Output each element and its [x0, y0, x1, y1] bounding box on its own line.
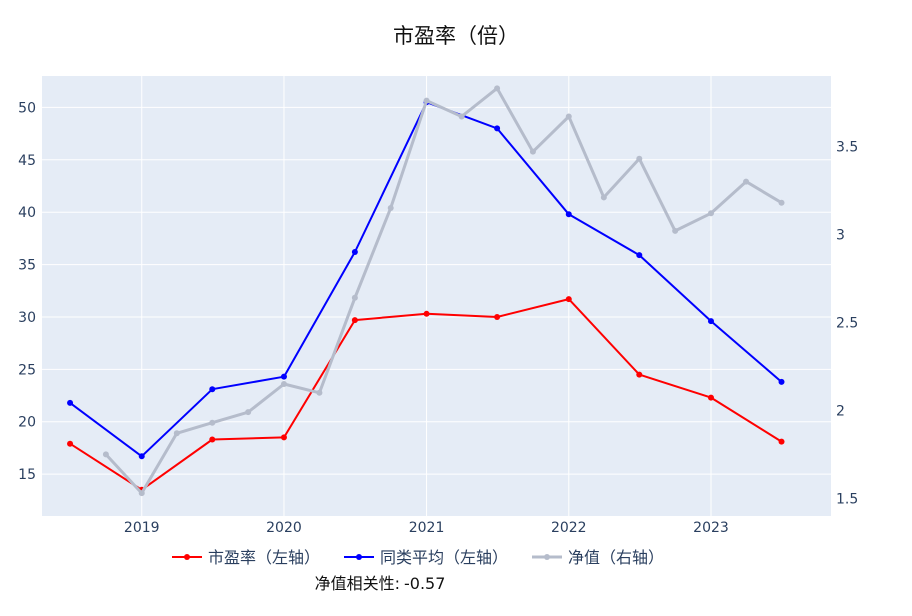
legend-swatch-marker [356, 554, 362, 560]
data-point [351, 317, 358, 324]
data-point [245, 409, 252, 416]
data-point [423, 97, 430, 104]
x-tick-label: 2023 [693, 520, 729, 536]
y-left-tick-label: 40 [18, 205, 36, 221]
data-point [458, 113, 465, 120]
series-2 [102, 85, 785, 497]
data-point [423, 310, 430, 317]
data-point [707, 318, 714, 325]
data-point [743, 178, 750, 185]
data-point [565, 113, 572, 120]
correlation-label: 净值相关性: [315, 574, 400, 593]
y-right-tick-label: 1.5 [836, 491, 858, 507]
data-point [280, 381, 287, 387]
data-point [351, 249, 358, 255]
data-point [316, 389, 323, 396]
y-right-tick-label: 3.5 [836, 139, 858, 155]
y-right-tick-label: 2.5 [836, 315, 858, 331]
data-point [138, 490, 145, 497]
data-point [494, 85, 501, 92]
data-point [778, 199, 785, 206]
data-point [707, 394, 714, 401]
data-point [138, 453, 145, 460]
legend-label: 同类平均（左轴） [380, 548, 508, 567]
x-tick-label: 2021 [409, 520, 445, 536]
x-tick-label: 2020 [266, 520, 302, 536]
data-point [209, 436, 216, 443]
data-point [280, 373, 287, 380]
data-point [209, 386, 216, 393]
data-point [672, 227, 679, 234]
y-left-tick-label: 45 [18, 153, 36, 169]
y-left-tick-label: 25 [18, 362, 36, 378]
correlation-value: -0.57 [404, 574, 445, 593]
data-point [529, 148, 536, 155]
x-tick-label: 2019 [124, 520, 160, 536]
data-point [707, 210, 714, 217]
y-right-tick-label: 2 [836, 403, 845, 419]
data-point [565, 211, 572, 218]
series-0 [67, 296, 785, 493]
legend-label: 净值（右轴） [568, 548, 664, 567]
y-left-tick-label: 15 [18, 467, 36, 483]
data-point [778, 438, 785, 445]
data-point [351, 294, 358, 301]
data-point [778, 378, 785, 385]
y-right-tick-label: 3 [836, 227, 845, 243]
chart-title: 市盈率（倍） [393, 24, 519, 48]
axis-labels: 2019 2020 2021 2022 2023 15 20 25 30 35 40 45 50 1.5 2… [18, 100, 858, 536]
data-point [494, 125, 501, 132]
data-point [636, 252, 643, 259]
legend-item[interactable]: 同类平均（左轴） [344, 548, 508, 567]
legend-label: 市盈率（左轴） [208, 548, 320, 567]
y-left-tick-label: 30 [18, 310, 36, 326]
series-line [104, 86, 783, 495]
data-point [67, 440, 74, 447]
legend-swatch-marker [544, 554, 550, 560]
data-point [173, 430, 180, 437]
data-point [636, 155, 643, 162]
data-point [565, 296, 572, 303]
legend-item[interactable]: 市盈率（左轴） [172, 548, 320, 567]
y-left-tick-label: 35 [18, 258, 36, 274]
data-point [387, 205, 394, 211]
data-point [67, 399, 74, 406]
legend[interactable]: 市盈率（左轴） 同类平均（左轴） 净值（右轴） [172, 548, 664, 567]
correlation-note: 净值相关性: -0.57 [315, 574, 446, 593]
data-point [600, 194, 607, 201]
data-point [209, 419, 216, 426]
y-left-tick-label: 20 [18, 415, 36, 431]
data-point [636, 371, 643, 378]
legend-item[interactable]: 净值（右轴） [532, 548, 664, 567]
plot-background [42, 76, 831, 516]
data-point [102, 451, 109, 458]
y-left-tick-label: 50 [18, 100, 36, 116]
data-point [280, 434, 287, 441]
data-point [494, 313, 501, 320]
gridlines [42, 76, 831, 516]
x-tick-label: 2022 [551, 520, 587, 536]
series-layer [67, 85, 785, 497]
legend-swatch-marker [184, 554, 190, 560]
